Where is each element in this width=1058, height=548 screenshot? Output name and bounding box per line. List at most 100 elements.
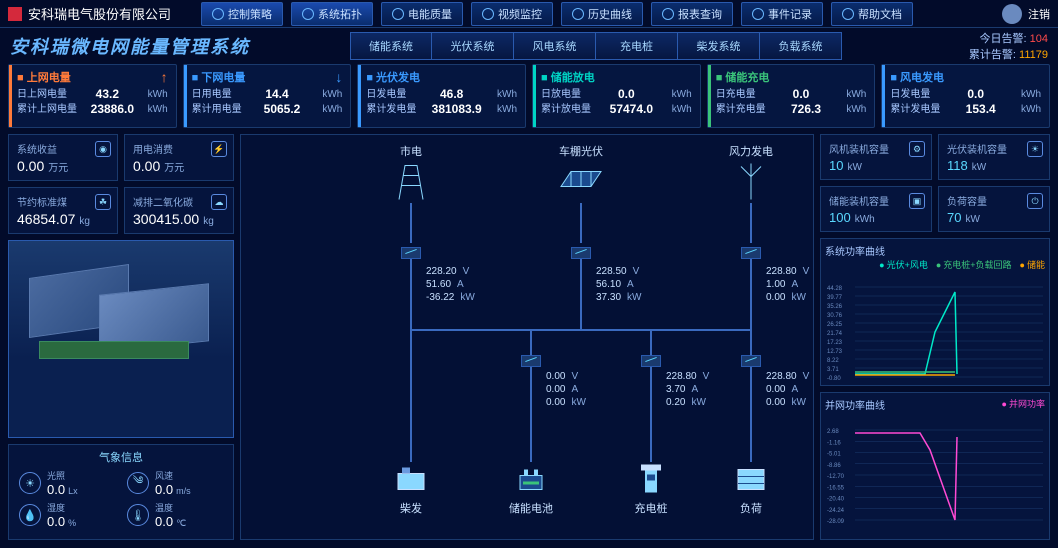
nav-btn-5[interactable]: 报表查询 [651,2,733,26]
card-r2-label: 累计充电量 [716,102,766,117]
panel-unit: kWh [855,214,875,225]
chart-title: 并网功率曲线 [825,401,885,412]
nav-icon [842,8,854,20]
nav-label: 事件记录 [768,6,812,22]
card-unit: kWh [1021,102,1041,117]
panel-wind-cap: ⚙ 风机装机容量 10kW [820,134,932,180]
reading-unit: A [627,279,634,290]
svg-text:-12.70: -12.70 [827,474,845,480]
weather-label: 温度 [155,501,186,514]
nav-label: 帮助文档 [858,6,902,22]
nav-label: 报表查询 [678,6,722,22]
svg-text:-16.55: -16.55 [827,485,845,491]
weather-grid: ☀光照0.0 Lx༄风速0.0 m/s💧湿度0.0 %🌡温度0.0 ℃ [13,469,229,529]
node-icon [391,162,431,205]
card-unit: kWh [497,87,517,102]
right-column: ⚙ 风机装机容量 10kW ☀ 光伏装机容量 118kW ▣ 储能装机容量 10… [820,134,1050,540]
user-area[interactable]: 注销 [1002,4,1050,24]
tab-5[interactable]: 负载系统 [760,32,842,60]
tab-1[interactable]: 光伏系统 [432,32,514,60]
card-r1-value: 0.0 [793,87,810,102]
nav-btn-3[interactable]: 视频监控 [471,2,553,26]
card-unit: kWh [322,102,342,117]
metric-card-3: ■ 储能放电日放电量0.0kWh累计放电量57474.0kWh [532,64,701,128]
plug-icon: ⏻ [1027,193,1043,209]
card-unit: kWh [497,102,517,117]
tab-2[interactable]: 风电系统 [514,32,596,60]
cloud-icon: ☁ [211,194,227,210]
nav-label: 视频监控 [498,6,542,22]
reading-value: 228.50 [596,266,627,277]
tab-0[interactable]: 储能系统 [350,32,432,60]
panel-value: 300415.00 [133,211,199,227]
svg-text:30.76: 30.76 [827,313,843,319]
metric-card-2: ■ 光伏发电日发电量46.8kWh累计发电量381083.9kWh [357,64,526,128]
nav-btn-6[interactable]: 事件记录 [741,2,823,26]
alert-total-value: 11179 [1019,49,1048,61]
panel-pv-cap: ☀ 光伏装机容量 118kW [938,134,1050,180]
card-title: ■ 下网电量 [192,72,246,84]
card-r2-value: 381083.9 [432,102,482,117]
meter-icon [521,355,541,367]
battery-icon: ▣ [909,193,925,209]
reading-value: 37.30 [596,292,621,303]
panel-load-cap: ⏻ 负荷容量 70kW [938,186,1050,232]
node-icon [734,464,768,497]
weather-item-3: 🌡温度0.0 ℃ [127,501,223,529]
nav-icon [752,8,764,20]
panel-unit: 万元 [48,159,68,174]
panel-unit: kg [79,216,90,227]
nav-btn-1[interactable]: 系统拓扑 [291,2,373,26]
svg-text:17.23: 17.23 [827,340,843,346]
svg-text:12.73: 12.73 [827,349,843,355]
card-r1-label: 日充电量 [716,87,756,102]
alert-summary: 今日告警: 104 累计告警: 11179 [949,30,1048,62]
svg-text:-24.24: -24.24 [827,508,845,514]
topology-diagram: 市电车棚光伏风力发电228.20V51.60A-36.22kW228.50V56… [240,134,814,540]
gauge-icon: ◉ [95,141,111,157]
nav-icon [302,8,314,20]
reading-unit: A [691,384,698,395]
card-r2-value: 153.4 [966,102,996,117]
svg-text:3.71: 3.71 [827,367,839,373]
tab-3[interactable]: 充电桩 [596,32,678,60]
weather-icon: 🌡 [127,504,149,526]
chart-system-power: 系统功率曲线 光伏+风电充电桩+负载回路储能 44.2839.7735.2630… [820,238,1050,386]
reading-unit: V [571,371,578,382]
company-logo [8,7,22,21]
reading-block: 228.80V0.00A0.00kW [766,370,809,409]
node-label: 充电桩 [635,500,668,516]
meter-icon [741,355,761,367]
node-icon [514,464,548,497]
card-r1-value: 43.2 [96,87,119,102]
reading-value: 228.80 [666,371,697,382]
nav-btn-0[interactable]: 控制策略 [201,2,283,26]
node-label: 负荷 [740,500,762,516]
panel-storage-cap: ▣ 储能装机容量 100kWh [820,186,932,232]
nav-icon [392,8,404,20]
nav-label: 电能质量 [408,6,452,22]
reading-value: 0.00 [546,384,565,395]
weather-unit: ℃ [176,518,186,528]
nav-btn-7[interactable]: 帮助文档 [831,2,913,26]
weather-label: 光照 [47,469,78,482]
nav-btn-2[interactable]: 电能质量 [381,2,463,26]
reading-value: 228.80 [766,266,797,277]
nav-btn-4[interactable]: 历史曲线 [561,2,643,26]
avatar-icon [1002,4,1022,24]
left-column: ◉ 系统收益 0.00万元 ⚡ 用电消费 0.00万元 ☘ 节约标准煤 4685… [8,134,234,540]
card-r1-label: 日发电量 [890,87,930,102]
nav-menu: 控制策略系统拓扑 电能质量 视频监控 历史曲线 报表查询 事件记录 帮助文档 [201,2,1002,26]
weather-icon: ༄ [127,472,149,494]
card-unit: kWh [322,87,342,102]
tab-4[interactable]: 柴发系统 [678,32,760,60]
card-r2-value: 23886.0 [91,102,134,117]
card-r2-label: 累计发电量 [890,102,940,117]
panel-co2: ☁ 减排二氧化碳 300415.00kg [124,187,234,234]
reading-value: 56.10 [596,279,621,290]
metric-card-4: ■ 储能充电日充电量0.0kWh累计充电量726.3kWh [707,64,876,128]
panel-unit: kg [203,216,214,227]
svg-text:26.25: 26.25 [827,322,843,328]
legend-item: 光伏+风电 [879,258,928,271]
svg-text:8.22: 8.22 [827,358,839,364]
